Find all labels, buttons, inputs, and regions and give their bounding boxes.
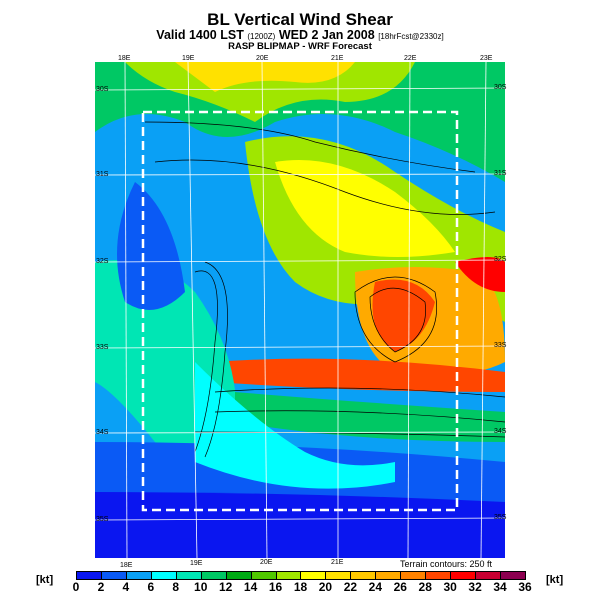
top-lon-label: 22E xyxy=(404,55,417,62)
colorbar-tick-label: 14 xyxy=(243,580,258,594)
colorbar-tick-label: 24 xyxy=(368,580,383,594)
terrain-contour-note: Terrain contours: 250 ft xyxy=(400,559,493,569)
colorbar-swatch xyxy=(201,572,227,579)
colorbar-swatch xyxy=(426,572,452,579)
graticule xyxy=(95,62,505,558)
top-lon-label: 20E xyxy=(256,55,269,62)
chart-title: BL Vertical Wind Shear xyxy=(207,10,393,29)
unit-label-left: [kt] xyxy=(36,574,54,586)
bottom-lon-label: 20E xyxy=(260,559,273,566)
forecast-date: WED 2 Jan 2008 xyxy=(278,28,375,42)
colorbar-tick-label: 22 xyxy=(343,580,358,594)
valid-label: Valid 1400 LST xyxy=(156,28,244,42)
colorbar-swatch xyxy=(351,572,377,579)
top-lon-label: 23E xyxy=(480,55,493,62)
colorbar-swatch xyxy=(77,572,102,579)
bottom-lon-label: 21E xyxy=(331,559,344,566)
colorbar xyxy=(76,571,526,580)
colorbar-tick-label: 34 xyxy=(493,580,507,594)
colorbar-tick-label: 0 xyxy=(72,580,80,594)
left-lat-label: 31S xyxy=(96,171,109,178)
colorbar-tick-label: 16 xyxy=(268,580,283,594)
left-lat-label: 30S xyxy=(96,86,109,93)
colorbar-swatch xyxy=(451,572,476,579)
valid-time: Valid 1400 LST (1200Z) WED 2 Jan 2008 [1… xyxy=(0,28,600,42)
inner-domain-boundary xyxy=(141,110,459,512)
colorbar-swatch xyxy=(276,572,302,579)
colorbar-tick-label: 20 xyxy=(318,580,333,594)
unit-label-right: [kt] xyxy=(546,574,564,586)
colorbar-swatch xyxy=(500,572,525,579)
colorbar-swatch xyxy=(376,572,402,579)
colorbar-swatch xyxy=(301,572,327,579)
colorbar-tick-label: 8 xyxy=(172,580,180,594)
colorbar-swatch xyxy=(101,572,127,579)
colorbar-swatch xyxy=(401,572,427,579)
colorbar-tick-label: 18 xyxy=(293,580,308,594)
bottom-lon-label: 18E xyxy=(120,562,133,569)
colorbar-tick-label: 32 xyxy=(468,580,482,594)
colorbar-tick-label: 4 xyxy=(122,580,130,594)
colorbar-tick-label: 36 xyxy=(518,580,532,594)
top-lon-label: 21E xyxy=(331,55,344,62)
right-lat-label: 34S xyxy=(494,428,507,435)
colorbar-tick-label: 2 xyxy=(97,580,105,594)
colorbar-swatch xyxy=(476,572,501,579)
valid-utc: (1200Z) xyxy=(247,32,276,41)
colorbar-swatch xyxy=(151,572,177,579)
wind-shear-map xyxy=(95,62,505,558)
colorbar-tick-label: 26 xyxy=(393,580,407,594)
colorbar-tick-label: 28 xyxy=(418,580,432,594)
top-lon-label: 18E xyxy=(118,55,131,62)
colorbar-swatch xyxy=(226,572,252,579)
left-lat-label: 35S xyxy=(96,516,109,523)
right-lat-label: 35S xyxy=(494,514,507,521)
colorbar-swatch xyxy=(176,572,202,579)
right-lat-label: 30S xyxy=(494,84,507,91)
colorbar-swatch xyxy=(326,572,352,579)
right-lat-label: 33S xyxy=(494,342,507,349)
left-lat-label: 34S xyxy=(96,429,109,436)
forecast-hour: [18hrFcst@2330z] xyxy=(378,32,444,41)
top-lon-label: 19E xyxy=(182,55,195,62)
colorbar-tick-label: 10 xyxy=(194,580,208,594)
right-lat-label: 32S xyxy=(494,256,507,263)
colorbar-tick-label: 30 xyxy=(443,580,457,594)
subtitle: RASP BLIPMAP - WRF Forecast xyxy=(228,41,372,52)
left-lat-label: 32S xyxy=(96,258,109,265)
bottom-lon-label: 19E xyxy=(190,560,203,567)
left-lat-label: 33S xyxy=(96,344,109,351)
right-lat-label: 31S xyxy=(494,170,507,177)
colorbar-tick-label: 6 xyxy=(147,580,155,594)
colorbar-swatch xyxy=(251,572,277,579)
colorbar-swatch xyxy=(126,572,152,579)
colorbar-tick-label: 12 xyxy=(218,580,233,594)
